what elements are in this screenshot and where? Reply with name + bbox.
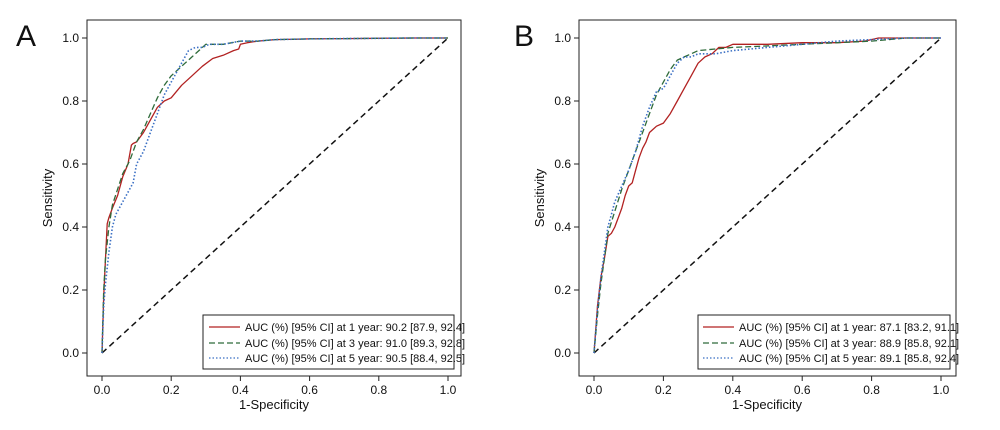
x-tick-label: 0.6 — [301, 383, 318, 397]
roc-curve-5yr-a — [101, 37, 448, 354]
roc-curve-3yr-b — [593, 37, 941, 354]
legend-entry-1yr-a: AUC (%) [95% CI] at 1 year: 90.2 [87.9, … — [245, 322, 465, 334]
x-tick-label: 0.8 — [370, 383, 387, 397]
axis-ticks-a: 0.0 0.2 0.4 0.6 0.8 1.0 0.0 0.2 0.4 0.6 0.8 1.0 — [62, 31, 456, 397]
panel-b: B 0.0 0.2 0.4 0.6 0.8 1.0 0.0 0.2 0.4 0.6 0.8 1.0 1… — [514, 19, 959, 412]
x-axis-title-a: 1-Specificity — [239, 397, 310, 412]
y-tick-label: 0.2 — [554, 283, 571, 297]
x-tick-label: 0.2 — [163, 383, 180, 397]
y-tick-label: 0.6 — [62, 157, 79, 171]
x-tick-label: 0.0 — [94, 383, 111, 397]
y-tick-label: 1.0 — [554, 31, 571, 45]
roc-curve-1yr-b — [593, 37, 941, 354]
roc-curve-3yr-a — [101, 37, 448, 354]
y-axis-title-a: Sensitivity — [40, 168, 55, 227]
y-tick-label: 0.6 — [554, 157, 571, 171]
x-tick-label: 0.8 — [863, 383, 880, 397]
panel-letter-a: A — [16, 20, 36, 53]
panel-a: A 0.0 0.2 0.4 0.6 0.8 1.0 0.0 0.2 0.4 0.6 0.8 1.0 1… — [16, 19, 465, 412]
y-tick-label: 0.8 — [62, 94, 79, 108]
x-tick-label: 0.6 — [794, 383, 811, 397]
legend-entry-3yr-a: AUC (%) [95% CI] at 3 year: 91.0 [89.3, … — [245, 338, 465, 350]
y-tick-label: 0.0 — [554, 346, 571, 360]
legend-entry-5yr-a: AUC (%) [95% CI] at 5 year: 90.5 [88.4, … — [245, 353, 465, 365]
legend-a: AUC (%) [95% CI] at 1 year: 90.2 [87.9, … — [202, 314, 465, 370]
x-tick-label: 0.2 — [655, 383, 672, 397]
legend-b: AUC (%) [95% CI] at 1 year: 87.1 [83.2, … — [697, 314, 959, 370]
y-tick-label: 0.4 — [554, 220, 571, 234]
y-axis-title-b: Sensitivity — [532, 168, 547, 227]
legend-entry-1yr-b: AUC (%) [95% CI] at 1 year: 87.1 [83.2, … — [739, 322, 959, 334]
x-axis-title-b: 1-Specificity — [732, 397, 803, 412]
x-tick-label: 1.0 — [933, 383, 950, 397]
legend-box-a — [202, 314, 455, 370]
curves-a — [101, 37, 449, 354]
y-tick-label: 0.2 — [62, 283, 79, 297]
x-tick-label: 0.4 — [724, 383, 741, 397]
x-tick-label: 0.0 — [586, 383, 603, 397]
reference-diagonal-line-a — [101, 37, 449, 354]
y-tick-label: 0.8 — [554, 94, 571, 108]
y-tick-label: 1.0 — [62, 31, 79, 45]
y-tick-label: 0.4 — [62, 220, 79, 234]
legend-entry-5yr-b: AUC (%) [95% CI] at 5 year: 89.1 [85.8, … — [739, 353, 959, 365]
plot-frame-a — [86, 19, 462, 377]
curves-b — [593, 37, 942, 354]
reference-diagonal-line-b — [593, 37, 942, 354]
x-tick-label: 1.0 — [440, 383, 457, 397]
plot-frame-b — [578, 19, 957, 377]
panel-letter-b: B — [514, 20, 534, 53]
x-tick-label: 0.4 — [232, 383, 249, 397]
legend-box-b — [697, 314, 951, 370]
legend-entry-3yr-b: AUC (%) [95% CI] at 3 year: 88.9 [85.8, … — [739, 338, 959, 350]
y-tick-label: 0.0 — [62, 346, 79, 360]
roc-curve-5yr-b — [593, 37, 941, 354]
axis-ticks-b: 0.0 0.2 0.4 0.6 0.8 1.0 0.0 0.2 0.4 0.6 0.8 1.0 — [554, 31, 949, 397]
